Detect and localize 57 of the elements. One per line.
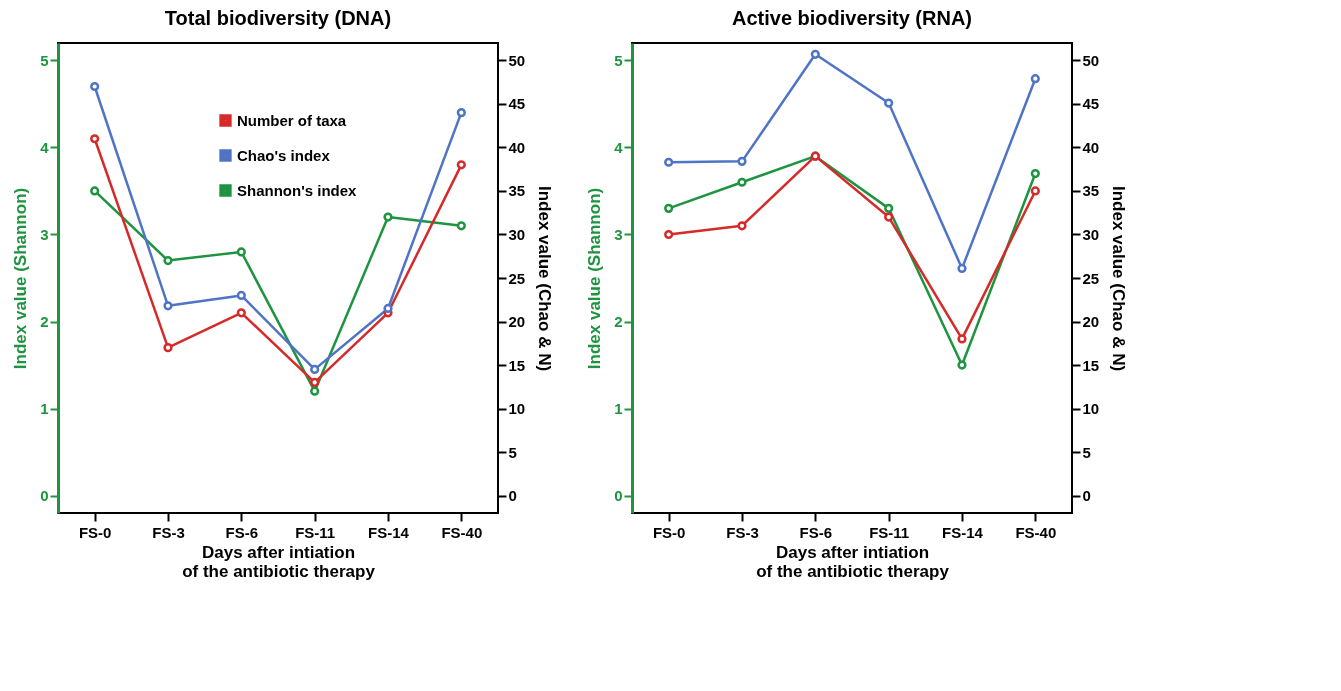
y2-tick-label: 25 bbox=[1082, 269, 1100, 287]
y2-axis-title: Index value (Chao & N) bbox=[535, 185, 555, 372]
x-tick-label: FS-0 bbox=[652, 523, 686, 541]
x-tick-label: FS-3 bbox=[152, 523, 185, 541]
y-tick-label: 5 bbox=[614, 51, 623, 69]
y2-tick-label: 10 bbox=[1082, 400, 1100, 418]
x-tick-label: FS-6 bbox=[799, 523, 833, 541]
y-tick-label: 2 bbox=[614, 313, 623, 331]
y2-tick-label: 35 bbox=[508, 182, 526, 200]
y2-tick-label: 30 bbox=[508, 225, 526, 243]
y2-tick-label: 50 bbox=[1082, 51, 1100, 69]
x-tick-label: FS-14 bbox=[368, 523, 410, 541]
x-tick-label: FS-11 bbox=[869, 523, 910, 541]
x-tick-label: FS-0 bbox=[78, 523, 112, 541]
y2-tick-label: 45 bbox=[508, 95, 526, 113]
y-axis-title: Index value (Shannon) bbox=[11, 187, 31, 370]
x-tick-label: FS-11 bbox=[295, 523, 336, 541]
y2-tick-label: 50 bbox=[508, 51, 526, 69]
y-tick-label: 4 bbox=[614, 138, 624, 156]
y2-tick-label: 5 bbox=[1082, 443, 1091, 461]
chart-title: Active biodiversity (RNA) bbox=[731, 7, 973, 29]
legend-label: Shannon's index bbox=[237, 181, 358, 199]
y-tick-label: 1 bbox=[614, 400, 623, 418]
x-tick-label: FS-6 bbox=[225, 523, 259, 541]
legend-label: Number of taxa bbox=[237, 111, 347, 129]
y2-tick-label: 0 bbox=[508, 487, 517, 505]
legend-label: Chao's index bbox=[237, 146, 331, 164]
x-axis-title: Days after intiation of the antibiotic therapy bbox=[182, 542, 376, 581]
y-tick-label: 0 bbox=[614, 487, 623, 505]
y-tick-label: 3 bbox=[40, 225, 49, 243]
y2-tick-label: 45 bbox=[1082, 95, 1100, 113]
y2-axis-title: Index value (Chao & N) bbox=[1109, 185, 1129, 372]
y-tick-label: 2 bbox=[40, 313, 49, 331]
y2-tick-label: 35 bbox=[1082, 182, 1100, 200]
y2-tick-label: 15 bbox=[1082, 356, 1100, 374]
y2-tick-label: 5 bbox=[508, 443, 517, 461]
y2-tick-label: 15 bbox=[508, 356, 526, 374]
x-tick-label: FS-14 bbox=[942, 523, 984, 541]
y2-tick-label: 20 bbox=[1082, 313, 1100, 331]
x-axis-title: Days after intiation of the antibiotic therapy bbox=[756, 542, 950, 581]
x-tick-label: FS-3 bbox=[726, 523, 759, 541]
y-tick-label: 4 bbox=[40, 138, 50, 156]
y-axis-title: Index value (Shannon) bbox=[585, 187, 605, 370]
x-tick-label: FS-40 bbox=[1015, 523, 1057, 541]
y2-tick-label: 20 bbox=[508, 313, 526, 331]
y2-tick-label: 25 bbox=[508, 269, 526, 287]
y2-tick-label: 0 bbox=[1082, 487, 1091, 505]
y2-tick-label: 30 bbox=[1082, 225, 1100, 243]
y-tick-label: 0 bbox=[40, 487, 49, 505]
y-tick-label: 3 bbox=[614, 225, 623, 243]
y2-tick-label: 40 bbox=[508, 138, 526, 156]
chart-title: Total biodiversity (DNA) bbox=[164, 7, 392, 29]
y2-tick-label: 40 bbox=[1082, 138, 1100, 156]
x-tick-label: FS-40 bbox=[441, 523, 483, 541]
y-tick-label: 5 bbox=[40, 51, 49, 69]
y-tick-label: 1 bbox=[40, 400, 49, 418]
y2-tick-label: 10 bbox=[508, 400, 526, 418]
